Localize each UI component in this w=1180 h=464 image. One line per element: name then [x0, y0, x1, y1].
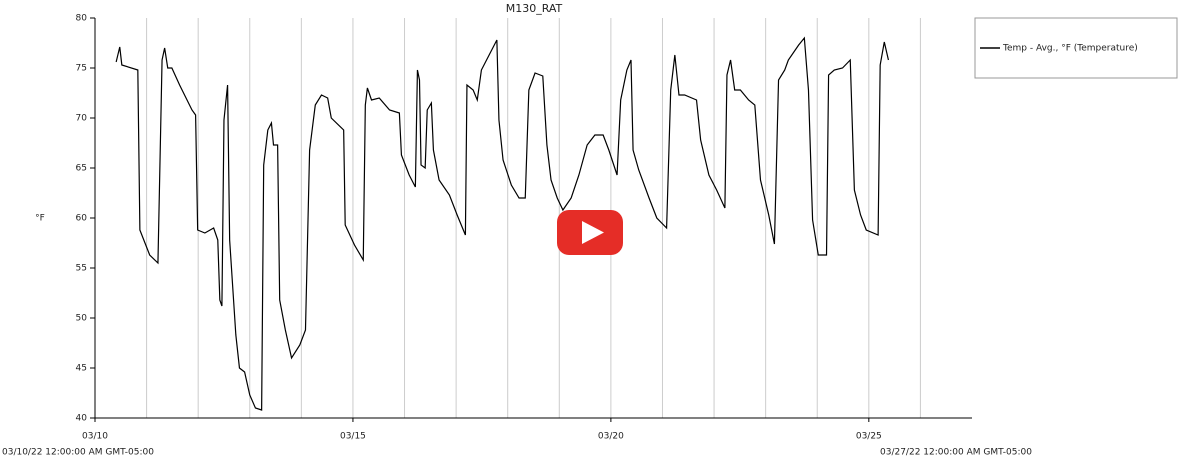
y-tick-label: 40: [76, 414, 88, 424]
legend-label: Temp - Avg., °F (Temperature): [1002, 44, 1138, 54]
x-tick-label: 03/10: [82, 432, 108, 442]
y-tick-label: 80: [76, 14, 88, 24]
y-tick-label: 50: [76, 314, 88, 324]
x-tick-label: 03/15: [340, 432, 366, 442]
y-tick-label: 65: [76, 164, 87, 174]
y-tick-label: 70: [76, 114, 88, 124]
series-line: [115, 36, 890, 411]
x-tick-label: 03/25: [856, 432, 882, 442]
start-label: 03/10/22 12:00:00 AM GMT-05:00: [2, 448, 154, 458]
end-label: 03/27/22 12:00:00 AM GMT-05:00: [880, 448, 1032, 458]
legend-box: [974, 17, 1178, 79]
y-tick-label: 45: [76, 364, 87, 374]
play-icon[interactable]: [582, 221, 604, 244]
play-button[interactable]: [557, 210, 623, 255]
y-tick-label: 75: [76, 64, 87, 74]
chart-title: M130_RAT: [506, 2, 563, 15]
x-tick-label: 03/20: [598, 432, 624, 442]
y-tick-label: 60: [76, 214, 88, 224]
y-axis-label: °F: [35, 214, 45, 224]
y-tick-label: 55: [76, 264, 87, 274]
